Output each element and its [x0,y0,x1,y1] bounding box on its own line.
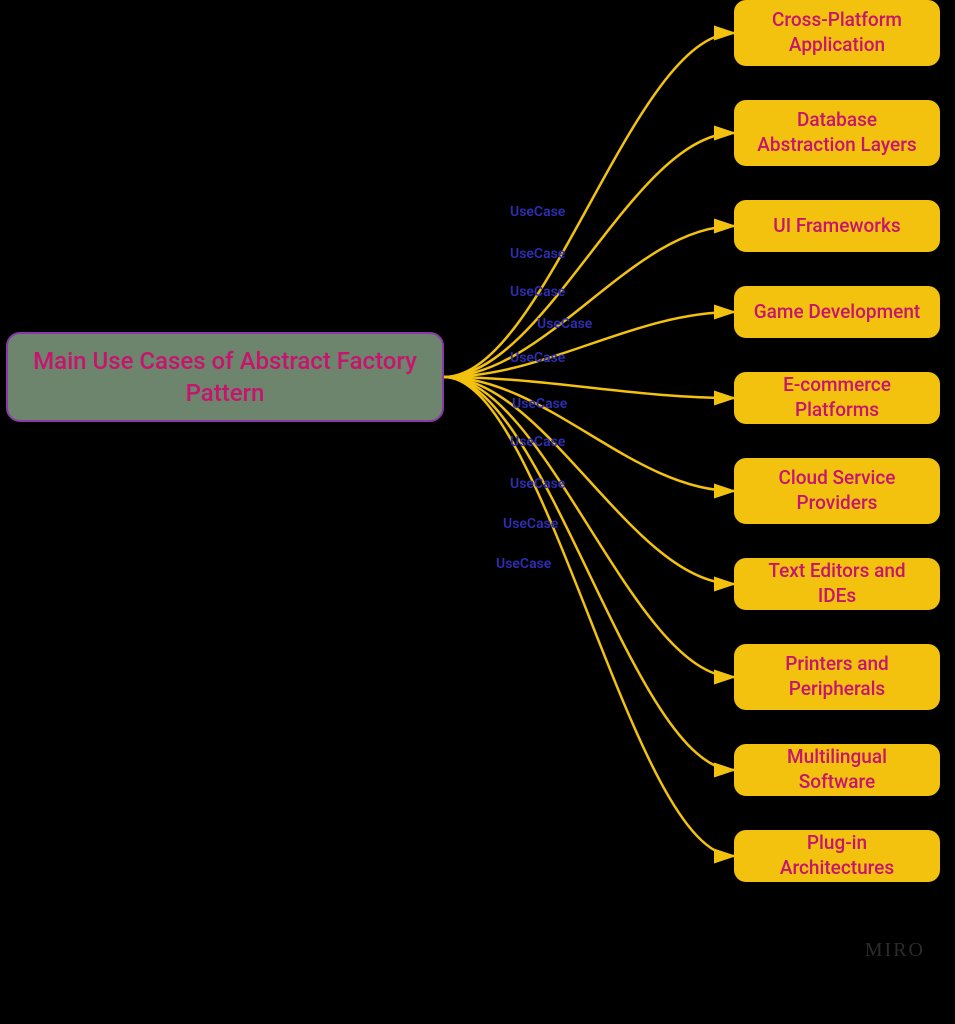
root-node: Main Use Cases of Abstract Factory Patte… [6,332,444,422]
child-node-plugin: Plug-in Architectures [734,830,940,882]
edge-label: UseCase [512,396,567,412]
edge-label: UseCase [503,516,558,532]
child-node-cross-platform: Cross-Platform Application [734,0,940,66]
edge-label: UseCase [496,556,551,572]
child-label: Printers and Peripherals [750,652,924,701]
edge-label: UseCase [510,434,565,450]
child-label: UI Frameworks [773,214,900,239]
edge-label: UseCase [510,246,565,262]
child-label: Cloud Service Providers [750,466,924,515]
edge-cloud [444,377,734,491]
child-node-ecommerce: E-commerce Platforms [734,372,940,424]
edge-ui-frameworks [444,226,734,377]
edge-label: UseCase [537,316,592,332]
child-label: E-commerce Platforms [750,373,924,422]
edge-label: UseCase [510,476,565,492]
edge-label: UseCase [510,350,565,366]
child-node-text-editors: Text Editors and IDEs [734,558,940,610]
child-node-multilingual: Multilingual Software [734,744,940,796]
edge-label: UseCase [510,204,565,220]
edge-multilingual [444,377,734,770]
child-node-game-dev: Game Development [734,286,940,338]
edge-label: UseCase [510,284,565,300]
edge-ecommerce [444,377,734,398]
edge-plugin [444,377,734,856]
child-label: Game Development [754,300,921,325]
root-label: Main Use Cases of Abstract Factory Patte… [26,345,424,410]
child-node-printers: Printers and Peripherals [734,644,940,710]
child-node-ui-frameworks: UI Frameworks [734,200,940,252]
edge-printers [444,377,734,677]
watermark: MIRO [865,939,925,962]
edge-text-editors [444,377,734,584]
child-node-db-abstraction: Database Abstraction Layers [734,100,940,166]
child-label: Multilingual Software [750,745,924,794]
child-label: Database Abstraction Layers [750,108,924,157]
edge-db-abstraction [444,133,734,377]
child-label: Plug-in Architectures [750,831,924,880]
child-node-cloud: Cloud Service Providers [734,458,940,524]
child-label: Text Editors and IDEs [750,559,924,608]
child-label: Cross-Platform Application [750,8,924,57]
